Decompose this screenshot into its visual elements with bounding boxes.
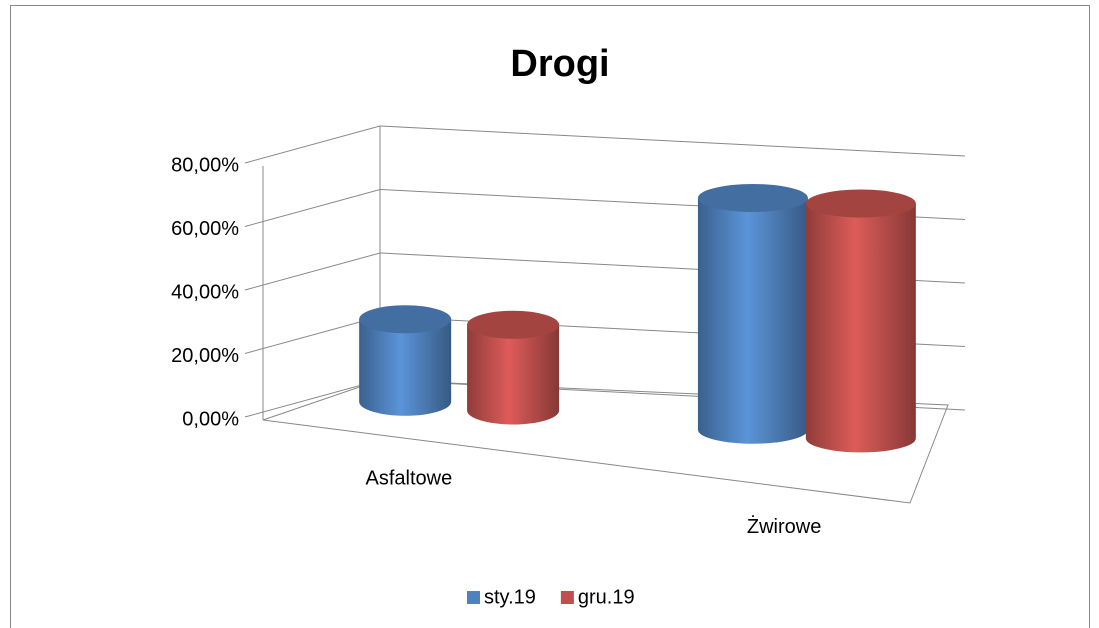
bar <box>359 305 452 416</box>
y-tick-label: 60,00% <box>171 218 239 240</box>
y-tick-label: 80,00% <box>171 154 239 176</box>
bar-body <box>697 197 808 444</box>
legend-swatch <box>467 591 480 604</box>
bar <box>467 310 560 425</box>
bar-top <box>805 189 916 218</box>
legend-label: gru.19 <box>578 586 635 608</box>
legend-swatch <box>560 591 574 604</box>
bar-body <box>805 203 916 453</box>
bar-body <box>467 324 560 425</box>
bar-top <box>467 310 560 339</box>
bar-top <box>359 305 452 334</box>
bar <box>697 183 808 444</box>
bar-body <box>359 319 452 416</box>
legend-label: sty.19 <box>484 586 536 608</box>
x-tick-label: Asfaltowe <box>366 468 453 490</box>
chart-title: Drogi <box>510 43 609 85</box>
y-tick-label: 40,00% <box>171 281 239 303</box>
floor <box>262 379 949 504</box>
y-tick-label: 0,00% <box>182 408 239 430</box>
grid-line <box>244 125 966 164</box>
bar <box>805 189 916 453</box>
bar-top <box>697 183 808 212</box>
y-tick-label: 20,00% <box>171 345 239 367</box>
x-tick-label: Żwirowe <box>747 515 821 538</box>
